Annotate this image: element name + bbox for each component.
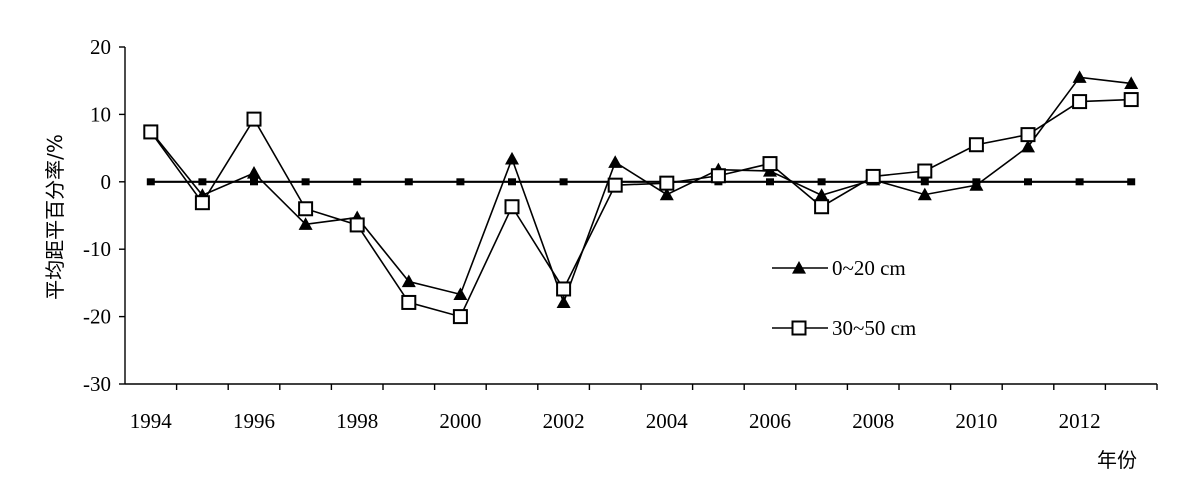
legend-marker [792,261,806,274]
data-point [353,178,362,186]
data-point [298,201,314,217]
x-axis-title: 年份 [1097,448,1137,472]
series-line [150,76,1132,305]
x-tick-label: 2000 [439,409,481,433]
y-tick-label: 20 [90,35,111,59]
y-tick-label: -20 [83,305,111,329]
legend-label: 30~50 cm [832,316,916,340]
data-point [349,217,365,233]
data-point [1021,139,1035,153]
data-point [659,175,675,191]
x-tick-label: 1998 [336,409,378,433]
x-tick-label: 2012 [1059,409,1101,433]
x-tick-label: 2008 [852,409,894,433]
data-point [917,187,932,201]
data-point [1072,70,1087,83]
y-tick-label: 0 [101,170,112,194]
data-point [1124,76,1139,89]
y-tick-label: -30 [83,372,111,396]
data-point [559,178,568,186]
data-point [607,177,623,193]
data-point [508,178,516,186]
data-point [814,199,830,215]
data-point [1075,178,1084,186]
x-tick-label: 2002 [543,409,585,433]
y-axis-title: 平均距平百分率/% [43,134,67,300]
data-point [556,295,571,309]
data-point [404,178,413,186]
series-0 [143,70,1139,309]
data-point [817,178,826,186]
data-point [710,168,726,184]
data-point [969,178,984,191]
data-point [659,187,674,201]
data-point [247,166,261,179]
data-point [814,188,829,201]
data-point [917,163,933,179]
data-point [453,287,468,300]
y-tick-label: -10 [83,237,111,261]
data-point [865,168,881,184]
data-point [301,178,310,186]
data-point [1020,127,1036,143]
data-point [766,178,774,186]
series-line [150,98,1132,318]
data-point [608,155,623,168]
x-tick-label: 2010 [955,409,997,433]
data-point [456,178,465,186]
data-point [452,309,468,325]
data-point [298,217,313,230]
y-tick-label: 10 [90,102,111,126]
series-1 [143,92,1139,325]
data-point [556,281,572,297]
legend-marker [791,320,807,336]
data-point [1123,92,1139,108]
series-layer [143,70,1139,325]
data-point [504,199,520,215]
x-tick-label: 2004 [646,409,689,433]
data-point [401,294,417,310]
data-point [198,178,207,186]
data-point [920,178,929,186]
data-point [194,195,210,211]
data-point [146,178,155,186]
data-point [505,151,519,165]
legend-label: 0~20 cm [832,256,906,280]
x-tick-label: 2006 [749,409,791,433]
legend: 0~20 cm 30~50 cm [772,256,916,340]
data-point [250,178,258,186]
axes [119,46,1158,390]
x-tick-label: 1994 [130,409,173,433]
x-tick-label: 1996 [233,409,275,433]
data-point [1072,94,1088,110]
data-point [143,124,159,140]
data-point [968,137,984,153]
data-point [246,111,262,127]
data-point [401,274,416,288]
data-point [1127,178,1136,186]
data-point [1024,178,1032,186]
data-point [762,156,778,172]
